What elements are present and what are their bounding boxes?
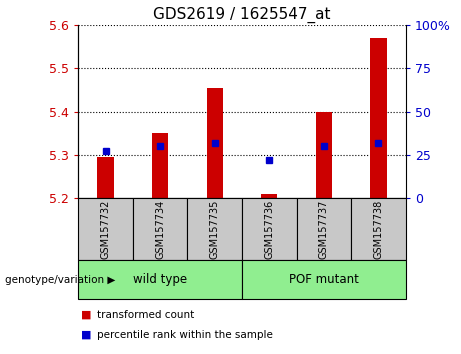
Text: GSM157734: GSM157734 [155, 200, 165, 259]
Text: GSM157732: GSM157732 [100, 200, 111, 259]
Text: ■: ■ [81, 330, 91, 339]
Text: wild type: wild type [133, 273, 187, 286]
Bar [370, 38, 387, 198]
Bar [78, 260, 242, 299]
Text: GSM157738: GSM157738 [373, 200, 384, 259]
Title: GDS2619 / 1625547_at: GDS2619 / 1625547_at [153, 7, 331, 23]
Text: ■: ■ [81, 310, 91, 320]
Bar [97, 157, 114, 198]
Bar [133, 198, 188, 260]
Text: GSM157736: GSM157736 [264, 200, 274, 259]
Text: transformed count: transformed count [97, 310, 194, 320]
Bar [78, 198, 133, 260]
Text: percentile rank within the sample: percentile rank within the sample [97, 330, 273, 339]
Bar [242, 198, 296, 260]
Bar [316, 112, 332, 198]
Bar [188, 198, 242, 260]
Text: POF mutant: POF mutant [289, 273, 359, 286]
Text: GSM157735: GSM157735 [210, 200, 220, 259]
Bar [207, 88, 223, 198]
Text: genotype/variation ▶: genotype/variation ▶ [5, 275, 115, 285]
Bar [351, 198, 406, 260]
Bar [296, 198, 351, 260]
Text: GSM157737: GSM157737 [319, 200, 329, 259]
Bar [242, 260, 406, 299]
Bar [152, 133, 168, 198]
Bar [261, 194, 278, 198]
